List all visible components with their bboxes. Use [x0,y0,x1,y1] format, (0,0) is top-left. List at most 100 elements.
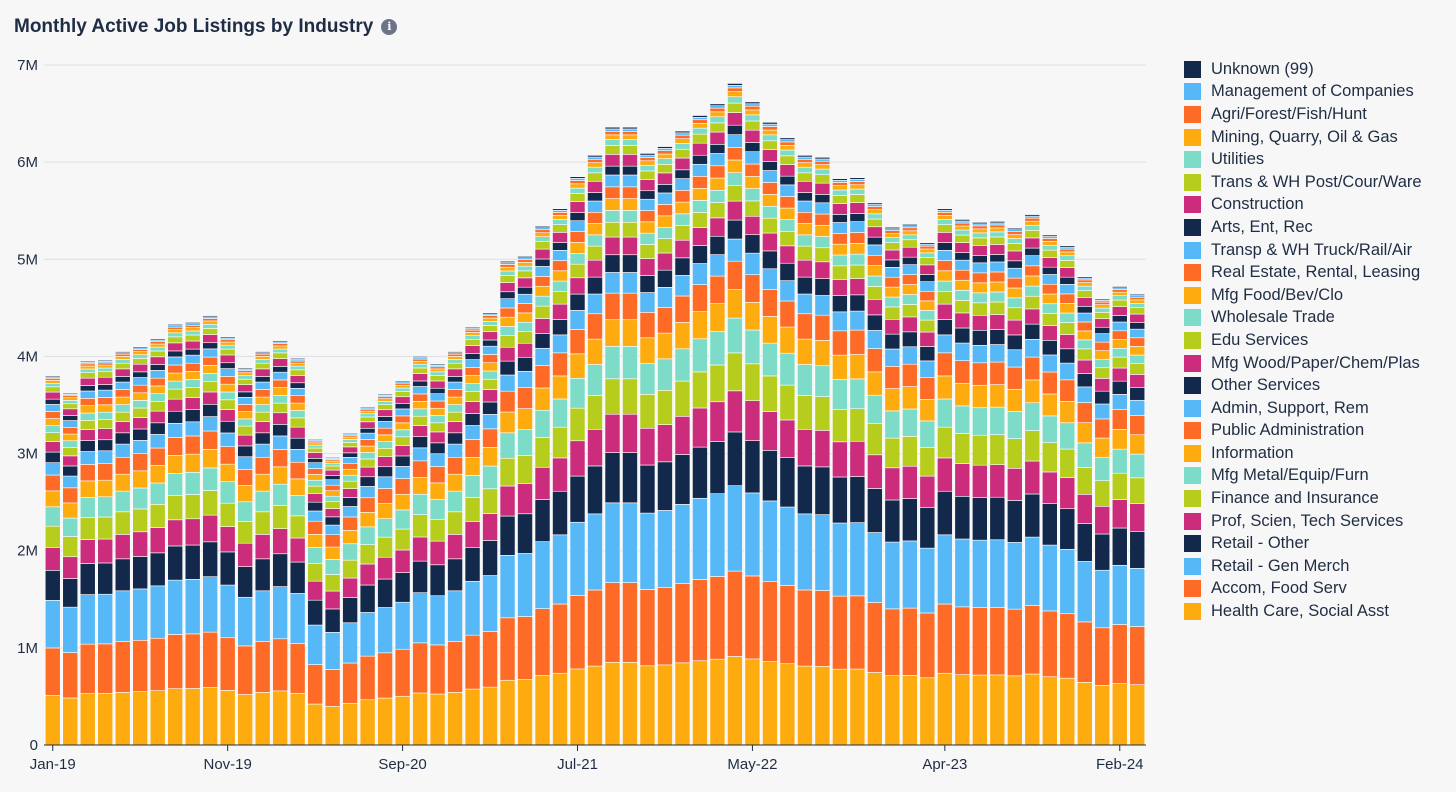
bar-segment[interactable] [902,234,918,241]
bar-segment[interactable] [237,367,253,370]
bar-segment[interactable] [552,210,568,213]
bar-segment[interactable] [534,232,551,237]
bar-segment[interactable] [989,291,1006,303]
bar-segment[interactable] [692,115,708,118]
bar-segment[interactable] [342,543,358,561]
bar-segment[interactable] [674,130,691,134]
bar-segment[interactable] [412,380,428,387]
bar-segment[interactable] [149,356,166,365]
bar-segment[interactable] [1024,430,1041,462]
bar-segment[interactable] [692,579,708,662]
bar-segment[interactable] [517,256,533,259]
legend-item[interactable]: Construction [1184,194,1422,217]
bar-segment[interactable] [184,518,201,546]
bar-segment[interactable] [884,348,901,367]
bar-segment[interactable] [1024,339,1041,358]
bar-segment[interactable] [534,305,551,319]
bar-segment[interactable] [534,295,551,307]
bar-segment[interactable] [937,426,953,459]
bar-segment[interactable] [517,616,533,680]
bar-segment[interactable] [884,249,901,261]
bar-segment[interactable] [289,561,306,594]
bar-segment[interactable] [44,391,61,400]
bar-segment[interactable] [499,298,516,309]
bar-segment[interactable] [1024,402,1041,431]
bar-segment[interactable] [97,643,114,694]
bar-segment[interactable] [184,472,201,495]
bar-segment[interactable] [919,274,936,282]
bar-segment[interactable] [1076,312,1093,323]
bar-segment[interactable] [1129,415,1146,436]
bar-segment[interactable] [219,362,236,369]
bar-segment[interactable] [674,454,691,505]
bar-segment[interactable] [429,518,446,542]
bar-segment[interactable] [184,362,201,372]
bar-segment[interactable] [132,354,149,359]
bar-segment[interactable] [814,261,831,279]
legend-item[interactable]: Utilities [1184,148,1422,171]
bar-segment[interactable] [184,409,201,423]
bar-segment[interactable] [184,494,201,520]
bar-segment[interactable] [1024,308,1041,325]
bar-segment[interactable] [744,120,761,131]
bar-segment[interactable] [744,109,761,116]
bar-segment[interactable] [849,232,866,244]
bar-segment[interactable] [202,381,218,393]
bar-segment[interactable] [971,232,988,239]
bar-segment[interactable] [814,278,831,296]
bar-segment[interactable] [534,499,551,542]
bar-segment[interactable] [1111,624,1128,684]
bar-segment[interactable] [79,377,96,386]
bar-segment[interactable] [1111,356,1128,369]
bar-segment[interactable] [902,408,918,437]
bar-segment[interactable] [167,398,184,412]
bar-segment[interactable] [272,366,288,373]
bar-segment[interactable] [167,350,184,358]
bar-segment[interactable] [1006,608,1023,677]
bar-segment[interactable] [1076,373,1093,388]
bar-segment[interactable] [1041,266,1058,275]
bar-segment[interactable] [657,226,673,239]
bar-segment[interactable] [97,397,114,406]
bar-segment[interactable] [1111,299,1128,307]
bar-segment[interactable] [1041,249,1058,258]
bar-segment[interactable] [902,227,918,232]
bar-segment[interactable] [727,134,743,148]
bar-segment[interactable] [639,157,656,162]
bar-segment[interactable] [429,564,446,597]
bar-segment[interactable] [149,377,166,387]
bar-segment[interactable] [97,562,114,595]
bar-segment[interactable] [867,202,883,205]
bar-segment[interactable] [587,513,603,591]
bar-segment[interactable] [762,450,778,502]
bar-segment[interactable] [587,276,603,295]
bar-segment[interactable] [377,578,393,608]
bar-segment[interactable] [184,348,201,356]
bar-segment[interactable] [744,234,761,254]
bar-segment[interactable] [971,384,988,409]
bar-segment[interactable] [709,116,726,124]
bar-segment[interactable] [779,149,796,157]
bar-segment[interactable] [254,351,271,354]
bar-segment[interactable] [762,122,778,125]
bar-segment[interactable] [44,386,61,393]
bar-segment[interactable] [989,344,1006,363]
bar-segment[interactable] [132,417,149,430]
bar-segment[interactable] [307,438,323,441]
bar-segment[interactable] [692,338,708,373]
bar-segment[interactable] [359,511,376,528]
bar-segment[interactable] [44,418,61,426]
bar-segment[interactable] [202,541,218,577]
bar-segment[interactable] [394,403,411,410]
bar-segment[interactable] [429,482,446,500]
bar-segment[interactable] [1111,289,1128,293]
bar-segment[interactable] [622,210,638,223]
bar-segment[interactable] [849,253,866,266]
bar-segment[interactable] [184,544,201,580]
bar-segment[interactable] [1041,313,1058,326]
bar-segment[interactable] [1094,437,1111,458]
bar-segment[interactable] [132,508,149,533]
bar-segment[interactable] [272,528,288,555]
bar-segment[interactable] [202,318,218,322]
bar-segment[interactable] [692,119,708,124]
